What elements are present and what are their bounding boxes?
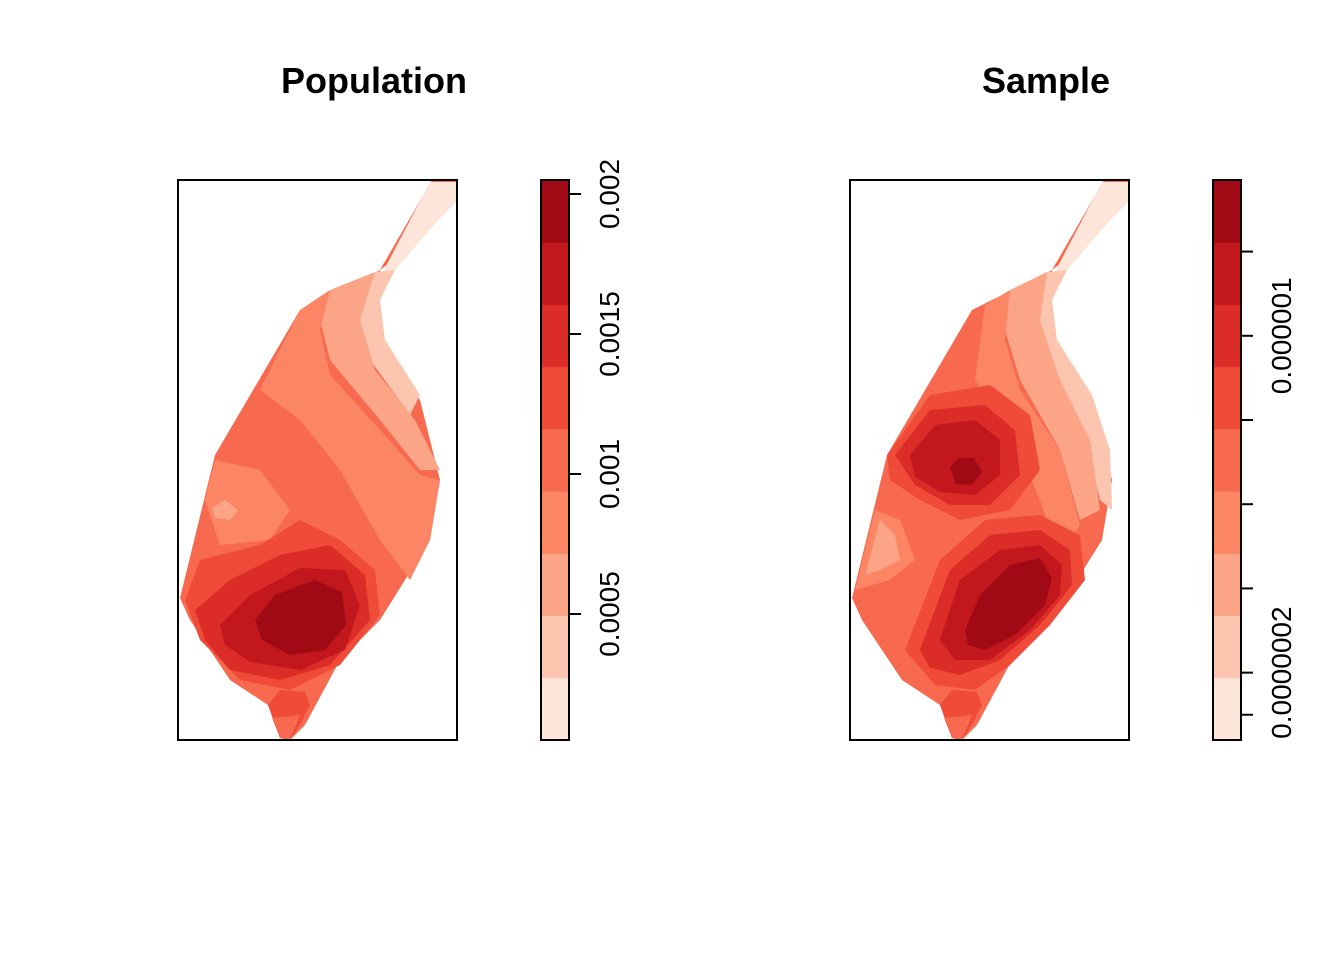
legend-population: 0.0005 0.001 0.0015 0.002 xyxy=(540,159,625,741)
band-light-2 xyxy=(320,272,440,470)
panel-sample: Sample 0.0000002 0.000001 xyxy=(849,60,1297,741)
legend-swatch xyxy=(541,491,569,554)
legend-swatch xyxy=(541,615,569,679)
legend-swatch xyxy=(1213,242,1241,305)
legend-tick-label: 0.0005 xyxy=(594,571,625,657)
legend-swatch xyxy=(1213,304,1241,368)
legend-frame xyxy=(1212,179,1242,741)
panel-population: Population 0.0005 0.001 0.0015 0.002 xyxy=(177,60,625,741)
legend-tick-label: 0.002 xyxy=(594,159,625,229)
band-peak xyxy=(255,580,346,655)
map-population xyxy=(180,180,457,740)
legend-tick-label: 0.000001 xyxy=(1266,277,1297,394)
legend-tick-label: 0.0015 xyxy=(594,291,625,377)
legend-swatch xyxy=(541,677,569,741)
legend-tick-label: 0.0000002 xyxy=(1266,606,1297,738)
band-light-2 xyxy=(1005,272,1100,520)
legend-swatch xyxy=(541,366,569,430)
legend-swatch xyxy=(541,428,569,492)
legend-swatch xyxy=(541,304,569,368)
legend-swatch xyxy=(1213,491,1241,554)
legend-swatch xyxy=(1213,180,1241,243)
panel-title-population: Population xyxy=(281,60,467,101)
legend-sample: 0.0000002 0.000001 xyxy=(1212,179,1297,741)
map-sample xyxy=(852,180,1129,740)
band-tail-tip xyxy=(944,715,972,740)
legend-swatch xyxy=(541,553,569,617)
legend-swatch xyxy=(1213,428,1241,492)
legend-swatch xyxy=(541,180,569,243)
map-frame-sample xyxy=(849,179,1130,741)
band-light-1 xyxy=(350,270,420,415)
legend-frame xyxy=(540,179,570,741)
panel-title-sample: Sample xyxy=(982,60,1110,101)
band-tail-tip xyxy=(272,715,300,740)
band-lightest xyxy=(380,182,457,290)
legend-tick-label: 0.001 xyxy=(594,439,625,509)
band-lower-core xyxy=(965,558,1052,650)
band-left-spot xyxy=(205,460,290,545)
legend-swatch xyxy=(1213,615,1241,679)
band-upper-core xyxy=(950,458,982,485)
band-left-core xyxy=(865,520,900,575)
band-lightest xyxy=(1052,182,1129,290)
legend-swatch xyxy=(1213,677,1241,741)
band-light-3 xyxy=(260,290,440,580)
band-left-core xyxy=(212,500,238,520)
legend-swatch xyxy=(541,242,569,305)
map-frame-population xyxy=(177,179,458,741)
legend-swatch xyxy=(1213,366,1241,430)
legend-swatch xyxy=(1213,553,1241,617)
